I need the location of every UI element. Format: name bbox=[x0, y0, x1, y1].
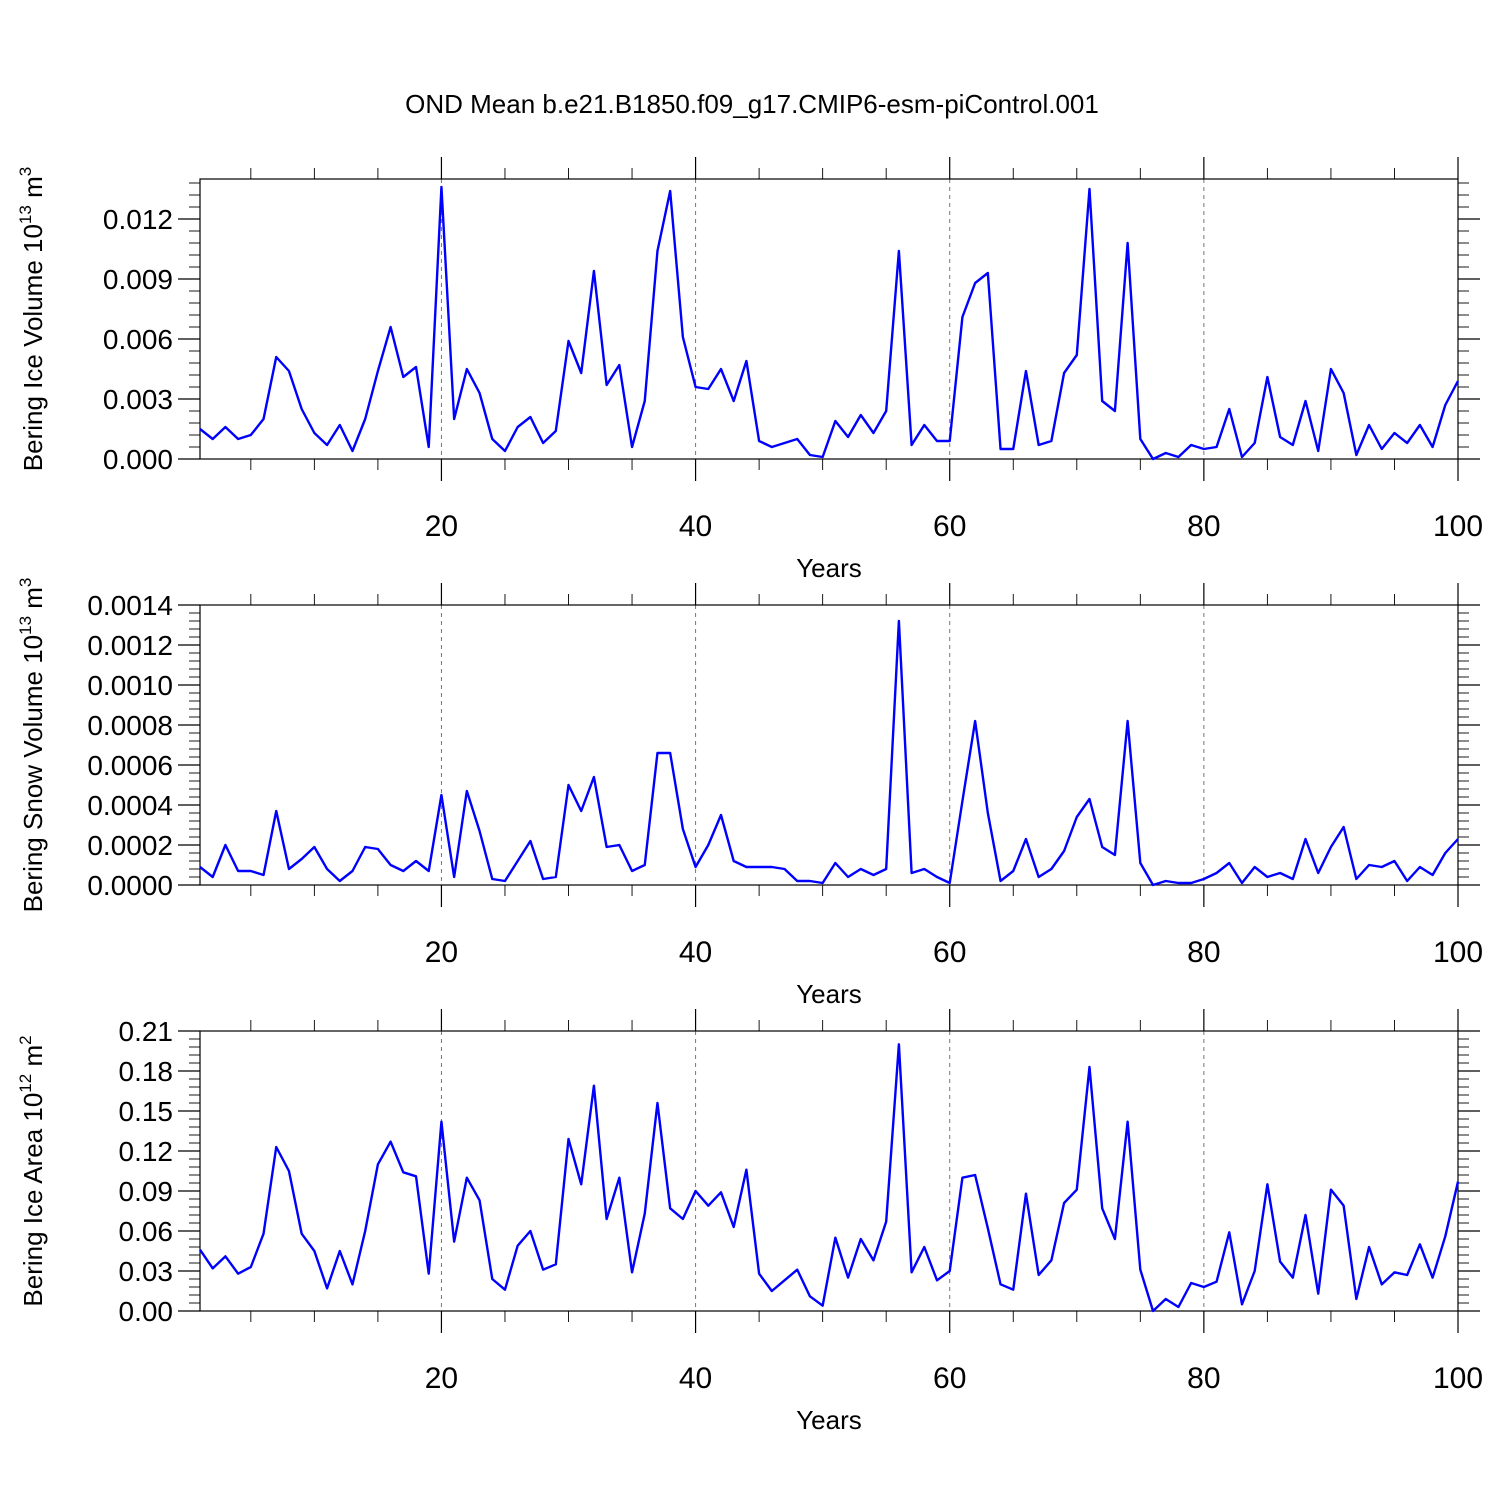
y-axis-label: Bering Snow Volume 1013 m3 bbox=[16, 578, 48, 913]
y-axis-unit-name-exponent: 3 bbox=[16, 578, 35, 587]
y-tick-label: 0.03 bbox=[119, 1256, 174, 1287]
y-axis-label-text: Bering Ice Area 10 bbox=[18, 1093, 48, 1307]
x-tick-label: 80 bbox=[1187, 1362, 1220, 1395]
y-tick-label: 0.15 bbox=[119, 1096, 174, 1127]
y-axis-unit-name: m bbox=[18, 587, 48, 616]
y-tick-label: 0.0000 bbox=[87, 870, 173, 901]
panel-3: 0.00 0.03 0.06 0.09 0.12 0.15 0.18 0.21 20 40 60 80… bbox=[16, 1009, 1483, 1435]
y-tick-label: 0.000 bbox=[103, 444, 173, 475]
x-tick-label: 20 bbox=[425, 1362, 458, 1395]
y-axis-unit-name-exponent: 3 bbox=[16, 167, 35, 176]
series-line bbox=[199, 619, 1459, 887]
y-tick-label: 0.0008 bbox=[87, 710, 173, 741]
panel-1: 0.000 0.003 0.006 0.009 0.012 20 40 60 80 100 Year… bbox=[16, 157, 1483, 583]
x-tick-label: 60 bbox=[933, 510, 966, 543]
y-axis-unit-name-exponent: 2 bbox=[16, 1035, 35, 1044]
x-axis-label: Years bbox=[796, 553, 862, 583]
y-tick-label: 0.0004 bbox=[87, 790, 173, 821]
x-tick-label: 40 bbox=[679, 1362, 712, 1395]
figure-title: OND Mean b.e21.B1850.f09_g17.CMIP6-esm-p… bbox=[405, 89, 1099, 119]
y-tick-label: 0.00 bbox=[119, 1296, 174, 1327]
x-tick-label: 60 bbox=[933, 936, 966, 969]
y-tick-label: 0.09 bbox=[119, 1176, 174, 1207]
x-tick-label: 100 bbox=[1433, 510, 1483, 543]
plot-frame bbox=[199, 178, 1459, 460]
y-axis-label-text: Bering Ice Volume 10 bbox=[18, 224, 48, 471]
series-line bbox=[199, 185, 1460, 461]
x-axis-label: Years bbox=[796, 1405, 862, 1435]
y-tick-label: 0.012 bbox=[103, 204, 173, 235]
y-tick-label: 0.18 bbox=[119, 1056, 174, 1087]
y-tick-label: 0.0002 bbox=[87, 830, 173, 861]
y-axis-unit-exponent: 12 bbox=[16, 1074, 35, 1093]
x-tick-label: 40 bbox=[679, 510, 712, 543]
y-tick-label: 0.006 bbox=[103, 324, 173, 355]
y-tick-label: 0.0006 bbox=[87, 750, 173, 781]
x-tick-label: 20 bbox=[425, 936, 458, 969]
y-axis-unit-name: m bbox=[18, 1045, 48, 1074]
y-tick-label: 0.003 bbox=[103, 384, 173, 415]
series-line bbox=[199, 1043, 1460, 1313]
y-axis-unit-exponent: 13 bbox=[16, 616, 35, 635]
x-tick-label: 100 bbox=[1433, 936, 1483, 969]
y-tick-label: 0.12 bbox=[119, 1136, 174, 1167]
x-tick-label: 80 bbox=[1187, 936, 1220, 969]
y-axis-label: Bering Ice Area 1012 m2 bbox=[16, 1035, 48, 1306]
y-tick-label: 0.21 bbox=[119, 1016, 174, 1047]
y-axis-label: Bering Ice Volume 1013 m3 bbox=[16, 167, 48, 471]
y-tick-label: 0.06 bbox=[119, 1216, 174, 1247]
x-tick-label: 40 bbox=[679, 936, 712, 969]
y-tick-label: 0.0012 bbox=[87, 630, 173, 661]
plot-frame bbox=[199, 604, 1459, 886]
y-axis-unit-name: m bbox=[18, 176, 48, 205]
y-tick-label: 0.009 bbox=[103, 264, 173, 295]
y-axis-unit-exponent: 13 bbox=[16, 205, 35, 224]
x-tick-label: 60 bbox=[933, 1362, 966, 1395]
panel-2: 0.0000 0.0002 0.0004 0.0006 0.0008 0.0010 0.00… bbox=[16, 578, 1483, 1009]
y-tick-label: 0.0014 bbox=[87, 590, 173, 621]
x-tick-label: 80 bbox=[1187, 510, 1220, 543]
x-axis-label: Years bbox=[796, 979, 862, 1009]
y-axis-label-text: Bering Snow Volume 10 bbox=[18, 635, 48, 913]
plot-frame bbox=[199, 1030, 1459, 1312]
x-tick-label: 100 bbox=[1433, 1362, 1483, 1395]
y-tick-label: 0.0010 bbox=[87, 670, 173, 701]
x-tick-label: 20 bbox=[425, 510, 458, 543]
